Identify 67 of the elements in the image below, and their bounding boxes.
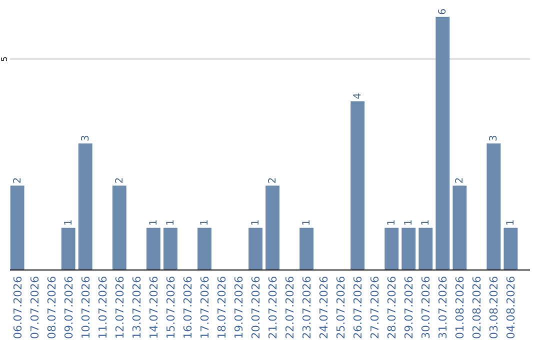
bar	[486, 143, 501, 270]
x-tick-label: 23.07.2026	[300, 276, 314, 339]
x-tick-label: 20.07.2026	[249, 276, 262, 339]
bar	[418, 228, 433, 270]
bar	[248, 228, 262, 270]
data-label: 2	[268, 177, 279, 184]
data-label: 3	[488, 135, 500, 142]
data-label: 4	[352, 92, 364, 100]
x-tick-label: 10.07.2026	[79, 276, 92, 339]
x-tick-label: 04.08.2026	[504, 276, 518, 339]
x-tick-label: 22.07.2026	[284, 276, 297, 339]
data-label: 1	[250, 219, 262, 226]
x-tick-label: 25.07.2026	[334, 276, 348, 339]
x-tick-label: 06.07.2026	[11, 276, 24, 339]
x-tick-label: 13.07.2026	[130, 276, 144, 339]
data-label: 1	[506, 219, 517, 226]
data-label: 1	[302, 219, 313, 226]
data-label: 2	[12, 177, 24, 184]
ref-line-label: 5	[0, 56, 9, 62]
data-label: 1	[63, 219, 74, 226]
bar	[504, 228, 518, 270]
bar	[146, 228, 160, 270]
data-label: 6	[438, 8, 449, 15]
data-label: 1	[165, 219, 176, 226]
bar	[452, 186, 467, 270]
x-tick-label: 21.07.2026	[266, 276, 280, 339]
x-tick-label: 14.07.2026	[147, 276, 160, 339]
data-label: 1	[386, 219, 398, 226]
x-tick-label: 31.07.2026	[436, 276, 450, 339]
bar	[197, 228, 212, 270]
x-tick-label: 24.07.2026	[318, 276, 331, 339]
x-tick-label: 01.08.2026	[454, 276, 467, 339]
bar	[436, 16, 450, 270]
bar	[61, 228, 76, 270]
x-tick-label: 19.07.2026	[232, 276, 246, 339]
data-label: 1	[148, 219, 160, 226]
x-tick-label: 07.07.2026	[28, 276, 42, 339]
data-label: 2	[114, 177, 126, 184]
x-tick-label: 18.07.2026	[215, 276, 228, 339]
data-label: 1	[420, 219, 432, 226]
x-tick-label: 17.07.2026	[198, 276, 212, 339]
x-tick-label: 09.07.2026	[62, 276, 76, 339]
x-tick-label: 15.07.2026	[164, 276, 178, 339]
x-tick-label: 29.07.2026	[402, 276, 416, 339]
data-label: 3	[80, 135, 92, 142]
x-tick-label: 27.07.2026	[368, 276, 382, 339]
bar	[10, 186, 24, 270]
bar	[163, 228, 178, 270]
bar	[300, 228, 314, 270]
bar	[266, 186, 280, 270]
x-tick-label: 08.07.2026	[45, 276, 58, 339]
bar	[350, 101, 365, 270]
x-tick-label: 03.08.2026	[488, 276, 501, 339]
x-tick-label: 28.07.2026	[386, 276, 399, 339]
data-label: 1	[199, 219, 210, 226]
x-tick-label: 11.07.2026	[96, 276, 110, 339]
bar	[78, 143, 92, 270]
x-tick-label: 26.07.2026	[352, 276, 365, 339]
x-tick-label: 16.07.2026	[181, 276, 194, 339]
x-tick-label: 02.08.2026	[470, 276, 484, 339]
x-tick-label: 30.07.2026	[420, 276, 433, 339]
data-label: 2	[454, 177, 466, 184]
bar	[112, 186, 126, 270]
bar	[384, 228, 399, 270]
data-label: 1	[404, 219, 415, 226]
bar	[402, 228, 416, 270]
x-tick-label: 12.07.2026	[113, 276, 126, 339]
